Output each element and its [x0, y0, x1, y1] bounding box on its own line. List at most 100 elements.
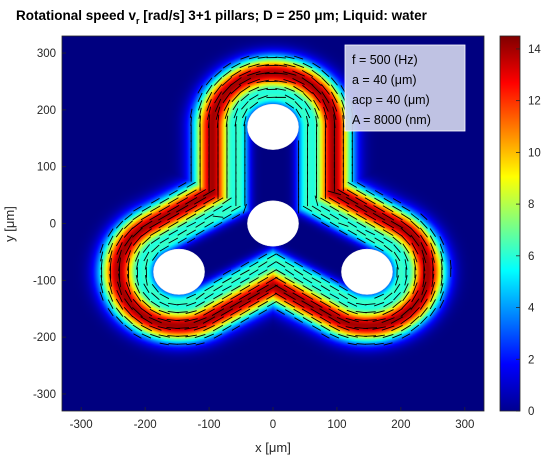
flow-arrow — [177, 229, 187, 236]
flow-arrow — [356, 229, 366, 236]
flow-arrow — [117, 249, 122, 264]
flow-arrow — [311, 84, 322, 95]
flow-arrow — [364, 303, 376, 306]
flow-arrow — [305, 115, 310, 127]
flow-arrow — [440, 251, 444, 262]
flow-arrow — [410, 234, 420, 247]
flow-arrow — [144, 259, 148, 270]
flow-arrow — [231, 62, 241, 69]
flow-arrow — [240, 269, 250, 276]
flow-arrow — [311, 76, 322, 87]
flow-arrow — [108, 290, 114, 302]
flow-arrow — [190, 116, 192, 126]
flow-arrow — [331, 91, 338, 104]
flow-arrow — [203, 324, 215, 332]
flow-arrow — [257, 300, 268, 308]
vector-field — [99, 55, 452, 346]
flow-arrow — [401, 333, 411, 339]
flow-arrow — [267, 301, 277, 308]
flow-arrow — [342, 115, 345, 128]
flow-arrow — [430, 281, 436, 295]
flow-arrow — [403, 283, 409, 294]
flow-arrow — [329, 333, 340, 339]
flow-arrow — [355, 213, 367, 221]
flow-arrow — [159, 245, 169, 252]
flow-arrow — [249, 269, 259, 276]
flow-arrow — [167, 221, 179, 228]
flow-arrow — [403, 251, 409, 262]
flow-arrow — [124, 290, 133, 303]
flow-arrow — [198, 107, 202, 119]
info-line-acp: acp = 40 (μm) — [352, 93, 430, 107]
flow-arrow — [347, 213, 358, 220]
flow-arrow — [320, 285, 331, 292]
flow-arrow — [402, 243, 410, 254]
flow-arrow — [372, 212, 386, 221]
flow-arrow — [429, 307, 437, 317]
flow-arrow — [115, 316, 124, 324]
flow-arrow — [345, 326, 359, 331]
flow-arrow — [345, 317, 359, 323]
flow-arrow — [293, 277, 304, 284]
flow-arrow — [124, 234, 133, 247]
flow-arrow — [373, 221, 385, 229]
flow-arrow — [133, 333, 142, 339]
flow-arrow — [381, 325, 395, 331]
flow-arrow — [175, 319, 189, 321]
y-tick-label: -100 — [33, 275, 56, 287]
flow-arrow — [315, 115, 318, 127]
x-tick-label: -200 — [134, 419, 157, 431]
flow-arrow — [159, 301, 170, 307]
flow-arrow — [302, 205, 313, 212]
flow-arrow — [341, 107, 346, 120]
flow-arrow — [301, 308, 314, 316]
flow-arrow — [294, 101, 303, 110]
flow-arrow — [221, 292, 233, 300]
flow-arrow — [400, 227, 412, 238]
flow-arrow — [198, 100, 203, 111]
flow-arrow — [221, 316, 233, 324]
flow-arrow — [168, 237, 179, 244]
flow-arrow — [233, 108, 239, 119]
flow-arrow — [431, 273, 435, 287]
flow-arrow — [134, 251, 140, 262]
flow-arrow — [211, 308, 225, 316]
flow-arrow — [337, 308, 350, 316]
flow-arrow — [213, 77, 223, 86]
colorbar-tick-label: 0 — [528, 406, 534, 418]
flow-arrow — [401, 299, 411, 310]
flow-arrow — [99, 291, 104, 301]
info-line-a: a = 40 (μm) — [352, 73, 417, 87]
flow-arrow — [141, 333, 152, 339]
flow-arrow — [140, 307, 153, 317]
x-tick-label: -300 — [70, 419, 93, 431]
x-ticks: -300 -200 -100 0 100 200 300 — [70, 407, 474, 431]
flow-arrow — [229, 300, 243, 309]
flow-arrow — [293, 55, 304, 60]
flow-arrow — [177, 221, 188, 228]
flow-arrow — [266, 253, 277, 260]
flow-arrow — [222, 277, 232, 284]
flow-arrow — [337, 196, 350, 205]
flow-arrow — [213, 293, 223, 300]
flow-arrow — [440, 258, 443, 270]
flow-arrow — [107, 307, 114, 317]
flow-arrow — [391, 228, 403, 237]
flow-arrow — [124, 213, 133, 221]
flow-arrow — [186, 221, 197, 228]
flow-arrow — [258, 261, 268, 268]
flow-arrow — [312, 91, 321, 103]
flow-arrow — [202, 316, 216, 324]
flow-arrow — [293, 284, 305, 292]
flow-arrow — [257, 276, 269, 284]
flow-arrow — [258, 309, 268, 315]
flow-arrow — [99, 243, 104, 254]
pillar — [247, 103, 299, 150]
flow-arrow — [240, 317, 250, 323]
flow-arrow — [285, 102, 295, 109]
flow-arrow — [413, 258, 417, 271]
flow-arrow — [355, 302, 367, 306]
flow-arrow — [355, 204, 368, 213]
flow-arrow — [412, 250, 418, 263]
flow-arrow — [274, 64, 287, 67]
